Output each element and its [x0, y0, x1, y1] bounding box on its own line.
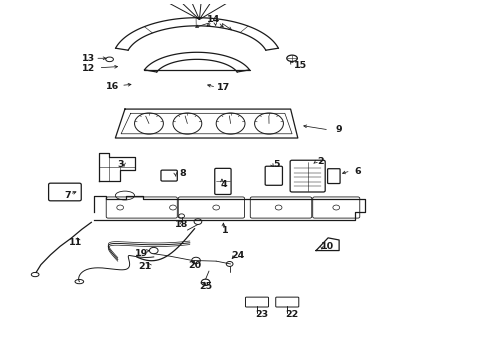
Text: 12: 12 [82, 64, 96, 73]
Text: 24: 24 [231, 251, 245, 260]
Text: 5: 5 [273, 159, 279, 168]
Text: 23: 23 [255, 310, 269, 319]
Text: 18: 18 [175, 220, 188, 229]
Text: 15: 15 [294, 61, 307, 70]
Text: 14: 14 [207, 15, 220, 24]
Text: 4: 4 [220, 180, 227, 189]
Text: 6: 6 [355, 167, 361, 176]
Text: 21: 21 [139, 262, 152, 271]
Text: 1: 1 [221, 226, 228, 235]
Text: 16: 16 [106, 82, 120, 91]
Text: 7: 7 [64, 192, 71, 201]
Text: 3: 3 [117, 159, 123, 168]
Text: 11: 11 [70, 238, 83, 247]
Text: 17: 17 [217, 83, 230, 92]
Text: 20: 20 [188, 261, 201, 270]
Text: 10: 10 [321, 242, 334, 251]
Text: 22: 22 [286, 310, 299, 319]
Text: 9: 9 [335, 125, 342, 134]
Text: 2: 2 [318, 157, 324, 166]
Text: 8: 8 [179, 169, 186, 178]
Text: 13: 13 [82, 54, 96, 63]
Text: 19: 19 [135, 249, 148, 258]
Text: 25: 25 [199, 282, 212, 291]
